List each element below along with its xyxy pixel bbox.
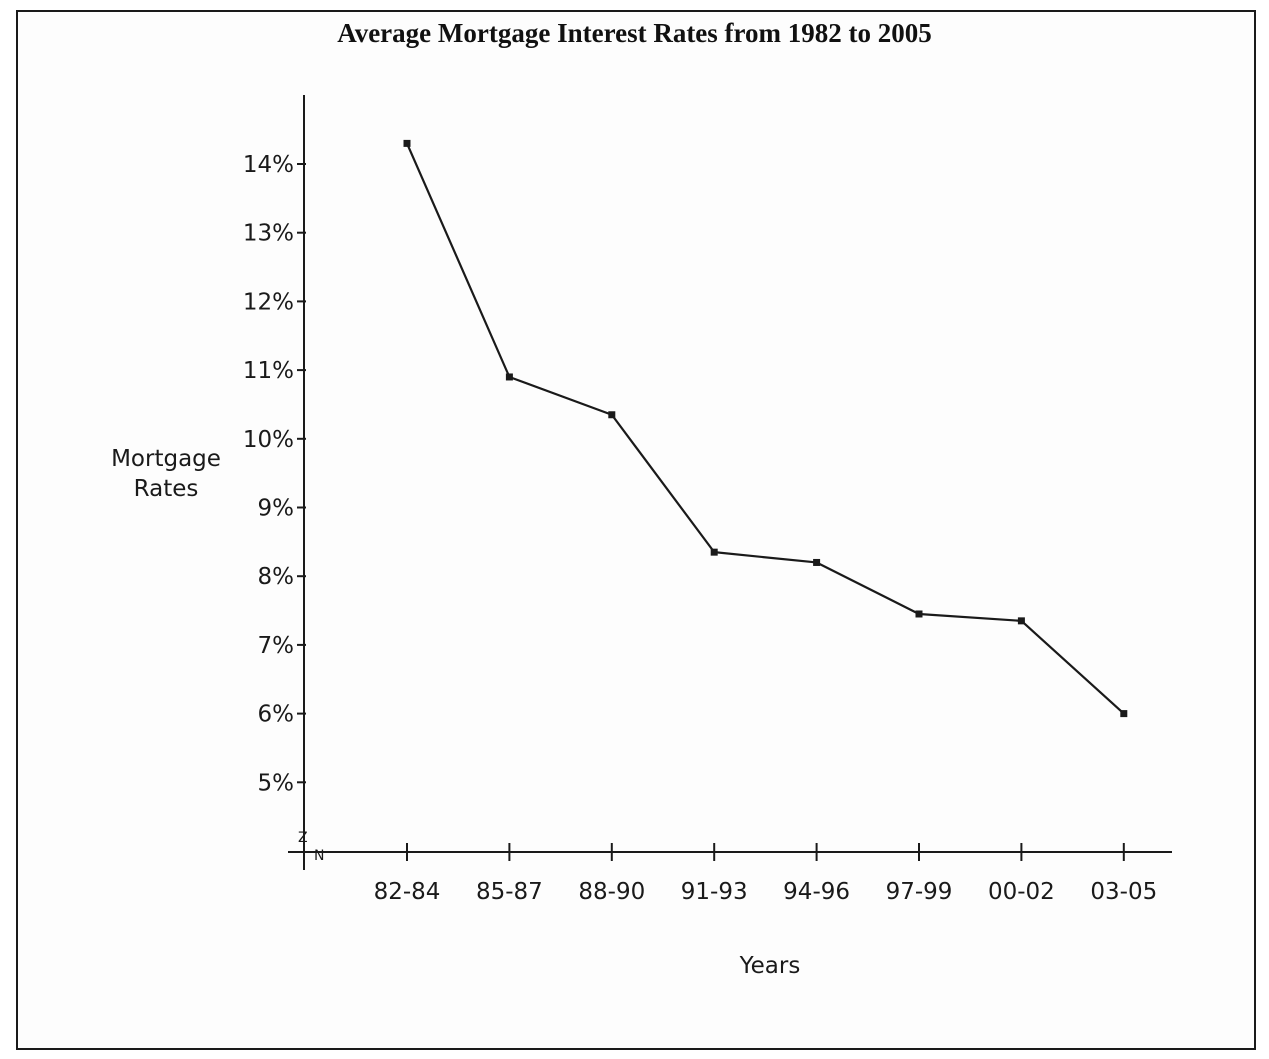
x-axis-label: Years: [739, 953, 801, 979]
x-tick-label: 94-96: [783, 879, 850, 905]
y-tick-label: 7%: [258, 633, 295, 659]
y-tick-label: 10%: [243, 427, 294, 453]
x-tick-label: 91-93: [681, 879, 748, 905]
series-line: [405, 142, 1125, 715]
data-point: [505, 373, 513, 381]
data-point: [1120, 710, 1128, 718]
y-axis-label-line-2: Rates: [134, 476, 199, 502]
y-tick-label: 11%: [243, 358, 294, 384]
y-tick-label: 8%: [258, 564, 295, 590]
data-point: [915, 610, 923, 618]
y-tick-label: 13%: [243, 221, 294, 247]
y-tick-label: 9%: [258, 496, 295, 522]
data-point: [710, 548, 718, 556]
chart-title: Average Mortgage Interest Rates from 198…: [337, 18, 932, 48]
data-point: [1017, 617, 1025, 625]
y-axis-label-line-1: Mortgage: [111, 446, 221, 472]
series-group: [403, 139, 1128, 718]
y-ticks: 5% 6% 7% 8% 9% 10% 11% 12% 13% 14%: [243, 152, 306, 796]
x-tick-label: 00-02: [988, 879, 1055, 905]
chart-frame: [16, 10, 1256, 1050]
x-tick-label: 82-84: [374, 879, 441, 905]
data-point: [813, 558, 821, 566]
x-tick-label: 88-90: [578, 879, 645, 905]
y-tick-label: 14%: [243, 152, 294, 178]
x-ticks: 82-84 85-87 88-90 91-93 94-96 97-99 00-02 03-05: [374, 843, 1157, 905]
data-point: [608, 411, 616, 419]
y-tick-label: 12%: [243, 289, 294, 315]
x-tick-label: 03-05: [1090, 879, 1157, 905]
y-tick-label: 6%: [258, 702, 295, 728]
y-tick-label: 5%: [258, 770, 295, 796]
axes: [288, 95, 1172, 870]
x-tick-label: 97-99: [886, 879, 953, 905]
axis-break-n: N: [314, 848, 324, 864]
axis-break-z: Z: [298, 830, 308, 846]
x-tick-label: 85-87: [476, 879, 543, 905]
data-point: [403, 139, 411, 147]
